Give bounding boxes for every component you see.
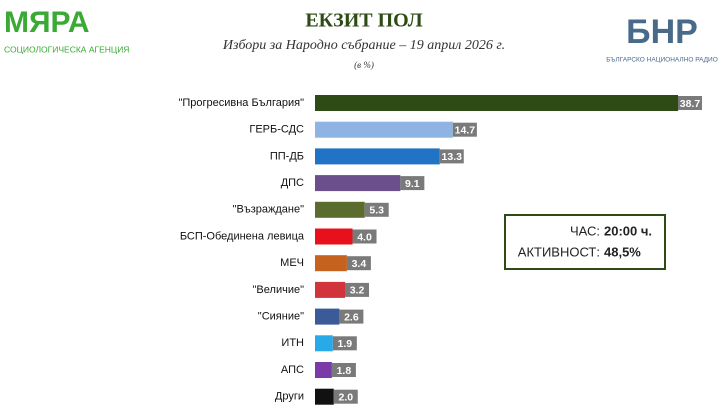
value-label-bg bbox=[333, 389, 358, 404]
info-label: ЧАС: bbox=[570, 223, 600, 238]
bar bbox=[315, 308, 340, 325]
bar bbox=[315, 362, 332, 378]
value-label: 14.7 bbox=[455, 124, 476, 136]
category-label: "Възраждане" bbox=[233, 204, 304, 216]
value-label-bg bbox=[332, 336, 357, 351]
bar bbox=[315, 148, 440, 165]
value-label-bg bbox=[345, 282, 370, 297]
value-label-bg bbox=[678, 96, 703, 110]
unit-note: (в %) bbox=[354, 60, 374, 70]
category-label: ГЕРБ-СДС bbox=[249, 124, 304, 136]
value-label: 9.1 bbox=[405, 178, 420, 190]
bar bbox=[315, 228, 353, 245]
category-label: "Сияние" bbox=[258, 311, 304, 323]
value-label-bg bbox=[452, 122, 477, 137]
info-box bbox=[504, 214, 666, 270]
category-label: АПС bbox=[281, 364, 304, 376]
info-label: АКТИВНОСТ: bbox=[518, 244, 600, 259]
value-label: 4.0 bbox=[357, 231, 372, 243]
category-label: Други bbox=[275, 391, 304, 403]
info-value: 20:00 ч. bbox=[604, 223, 652, 238]
bar bbox=[315, 388, 334, 405]
category-label: МЕЧ bbox=[280, 257, 304, 269]
chart-title: ЕКЗИТ ПОЛ bbox=[305, 10, 422, 32]
value-label: 2.0 bbox=[338, 391, 353, 403]
bar bbox=[315, 281, 346, 298]
logo-right-tagline: БЪЛГАРСКО НАЦИОНАЛНО РАДИО bbox=[606, 57, 718, 64]
category-label: "Величие" bbox=[253, 284, 305, 296]
category-label: "Прогресивна България" bbox=[178, 97, 304, 109]
info-value: 48,5% bbox=[604, 244, 641, 259]
info-lines: ЧАС: 20:00 ч. АКТИВНОСТ: 48,5% bbox=[518, 223, 652, 259]
value-label-bg bbox=[346, 256, 371, 271]
bar bbox=[315, 255, 347, 272]
chart-subtitle: Избори за Народно събрание – 19 април 20… bbox=[222, 38, 505, 53]
value-label: 1.9 bbox=[338, 338, 353, 350]
value-label: 3.2 bbox=[350, 285, 365, 297]
value-label-bg bbox=[352, 229, 377, 244]
value-label-bg bbox=[400, 176, 425, 191]
value-label-bg bbox=[331, 363, 356, 377]
category-label: ДПС bbox=[281, 177, 304, 189]
bar bbox=[315, 201, 365, 218]
value-label: 1.8 bbox=[337, 365, 352, 377]
bar bbox=[315, 175, 401, 192]
bar bbox=[315, 335, 333, 352]
value-label-bg bbox=[364, 202, 389, 217]
category-label: ИТН bbox=[281, 337, 304, 349]
category-label: ПП-ДБ bbox=[270, 150, 304, 162]
logo-left: МЯРА bbox=[4, 6, 90, 39]
value-label: 5.3 bbox=[369, 205, 384, 217]
value-label: 3.4 bbox=[352, 258, 367, 270]
value-label: 13.3 bbox=[442, 151, 463, 163]
value-label-bg bbox=[439, 149, 464, 164]
value-label: 2.6 bbox=[344, 311, 359, 323]
value-label-bg bbox=[339, 309, 364, 324]
value-label: 38.7 bbox=[680, 98, 701, 110]
bar bbox=[315, 121, 453, 138]
logo-left-tagline: СОЦИОЛОГИЧЕСКА АГЕНЦИЯ bbox=[4, 44, 129, 54]
bar bbox=[315, 95, 679, 111]
category-label: БСП-Обединена левица bbox=[180, 230, 305, 242]
logo-right: БНР bbox=[626, 13, 698, 51]
